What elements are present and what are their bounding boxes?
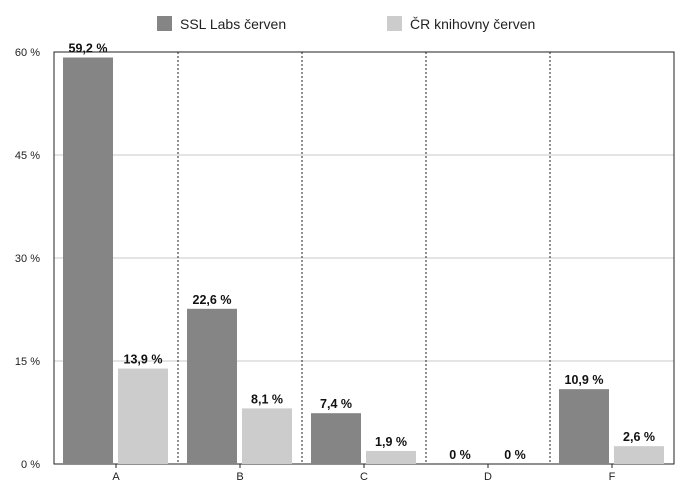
data-label: 1,9 % xyxy=(375,435,407,449)
bar xyxy=(187,308,237,464)
x-tick-label: B xyxy=(236,471,243,483)
y-tick-label: 0 % xyxy=(21,459,40,471)
x-tick-label: D xyxy=(484,471,492,483)
data-label: 0 % xyxy=(449,448,471,462)
data-label: 2,6 % xyxy=(623,430,655,444)
y-tick-label: 30 % xyxy=(15,253,40,265)
data-label: 13,9 % xyxy=(124,353,163,367)
y-tick-label: 45 % xyxy=(15,150,40,162)
legend-label: ČR knihovny červen xyxy=(410,16,535,32)
data-label: 59,2 % xyxy=(69,41,108,55)
legend-swatch xyxy=(157,16,172,31)
legend-swatch xyxy=(387,16,402,31)
y-tick-label: 15 % xyxy=(15,356,40,368)
bar xyxy=(63,57,113,464)
legend: SSL Labs červen ČR knihovny červen xyxy=(157,16,535,32)
bar xyxy=(118,368,168,464)
legend-label: SSL Labs červen xyxy=(180,16,286,32)
bar xyxy=(242,408,292,464)
bars xyxy=(63,57,664,464)
data-labels: 59,2 % 22,6 % 7,4 % 0 % 10,9 % 13,9 % 8,1 % 1,9… xyxy=(69,41,655,462)
bar xyxy=(614,446,664,464)
data-label: 10,9 % xyxy=(565,373,604,387)
data-label: 22,6 % xyxy=(193,293,232,307)
data-label: 0 % xyxy=(504,448,526,462)
bar xyxy=(559,389,609,464)
bar xyxy=(366,450,416,464)
y-tick-label: 60 % xyxy=(15,47,40,59)
y-axis: 0 % 15 % 30 % 45 % 60 % xyxy=(15,47,40,471)
bar xyxy=(311,413,361,464)
x-tick-label: C xyxy=(360,471,368,483)
data-label: 7,4 % xyxy=(320,397,352,411)
x-tick-label: F xyxy=(609,471,616,483)
x-tick-label: A xyxy=(112,471,120,483)
data-label: 8,1 % xyxy=(251,392,283,406)
